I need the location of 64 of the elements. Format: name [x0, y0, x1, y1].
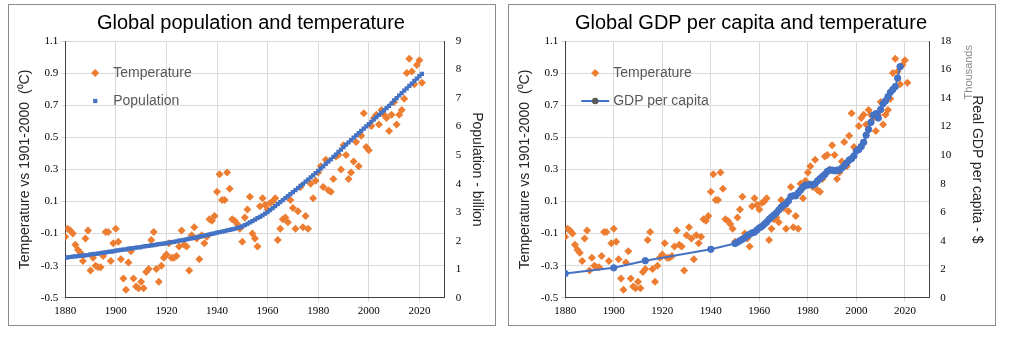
y2-tick-label: 2 — [455, 233, 462, 246]
x-tick-label: 1980 — [796, 304, 820, 317]
y-tick-label: 0.1 — [44, 194, 59, 207]
y2-tick-label: 4 — [455, 176, 462, 189]
y-axis-title: Temperature vs 1901-2000 (⁰C) — [516, 69, 533, 270]
y2-tick-label: 5 — [455, 148, 462, 161]
x-tick-label: 1940 — [699, 304, 723, 317]
x-tick-label: 1900 — [104, 304, 128, 317]
y-tick-label: 0.9 — [44, 65, 59, 78]
y-tick-label: -0.1 — [540, 226, 559, 239]
legend-label: Population — [113, 91, 180, 108]
y2-axis-title: Population - billion — [469, 112, 486, 227]
y-axis-title: Temperature vs 1901-2000 (⁰C) — [16, 69, 33, 270]
y2-tick-label: 9 — [455, 33, 462, 46]
x-tick-label: 1920 — [651, 304, 674, 317]
y-tick-label: 0.3 — [544, 162, 559, 175]
y-tick-label: 0.1 — [544, 194, 559, 207]
y2-tick-label: 2 — [940, 262, 946, 275]
y-tick-label: 1.1 — [44, 33, 59, 46]
chart-title: Global GDP per capita and temperature — [574, 10, 928, 33]
y-tick-label: -0.1 — [40, 226, 59, 239]
y2-tick-label: 14 — [940, 90, 952, 103]
y2-tick-label: 18 — [940, 33, 952, 46]
y2-tick-label: 16 — [940, 62, 952, 75]
x-tick-label: 1880 — [554, 304, 577, 317]
legend-label: Temperature — [613, 63, 693, 80]
x-tick-label: 2020 — [893, 304, 917, 317]
x-tick-label: 2020 — [408, 304, 431, 317]
y2-tick-label: 10 — [940, 148, 952, 161]
y-tick-label: 0.5 — [544, 130, 559, 143]
x-tick-label: 1900 — [602, 304, 626, 317]
y-tick-label: -0.5 — [40, 290, 59, 303]
y-tick-label: 0.7 — [44, 98, 59, 111]
y2-tick-label: 1 — [455, 262, 462, 275]
y2-tick-label: 0 — [940, 290, 947, 303]
y2-tick-label: 7 — [455, 90, 462, 103]
y2-tick-label: 8 — [940, 176, 947, 189]
legend-label: Temperature — [113, 63, 193, 80]
legend-label: GDP per capita — [613, 91, 709, 108]
y2-tick-label: 6 — [455, 119, 462, 132]
y2-tick-label: 3 — [455, 205, 462, 218]
x-tick-label: 1960 — [748, 304, 771, 317]
x-tick-label: 1920 — [155, 304, 178, 317]
y-tick-label: -0.3 — [40, 258, 59, 271]
y-tick-label: 0.9 — [544, 65, 559, 78]
y-tick-label: 0.3 — [44, 162, 59, 175]
y2-axis-title: Real GDP per capita - $ — [969, 95, 986, 244]
y2-tick-label: 12 — [940, 119, 952, 132]
x-tick-label: 1880 — [54, 304, 77, 317]
chart-title: Global population and temperature — [97, 10, 405, 33]
y2-tick-label: 6 — [940, 205, 947, 218]
y2-tick-label: 8 — [455, 62, 462, 75]
y-tick-label: 1.1 — [544, 33, 559, 46]
y-tick-label: 0.5 — [44, 130, 59, 143]
x-tick-label: 1960 — [256, 304, 280, 317]
y-tick-label: -0.3 — [540, 258, 559, 271]
y2-tick-label: 0 — [455, 290, 462, 303]
y2-tick-label: 4 — [940, 233, 947, 246]
y-tick-label: -0.5 — [540, 290, 559, 303]
x-tick-label: 1940 — [206, 304, 229, 317]
x-tick-label: 1980 — [307, 304, 330, 317]
x-tick-label: 2000 — [845, 304, 868, 317]
y-tick-label: 0.7 — [544, 98, 559, 111]
x-tick-label: 2000 — [357, 304, 381, 317]
